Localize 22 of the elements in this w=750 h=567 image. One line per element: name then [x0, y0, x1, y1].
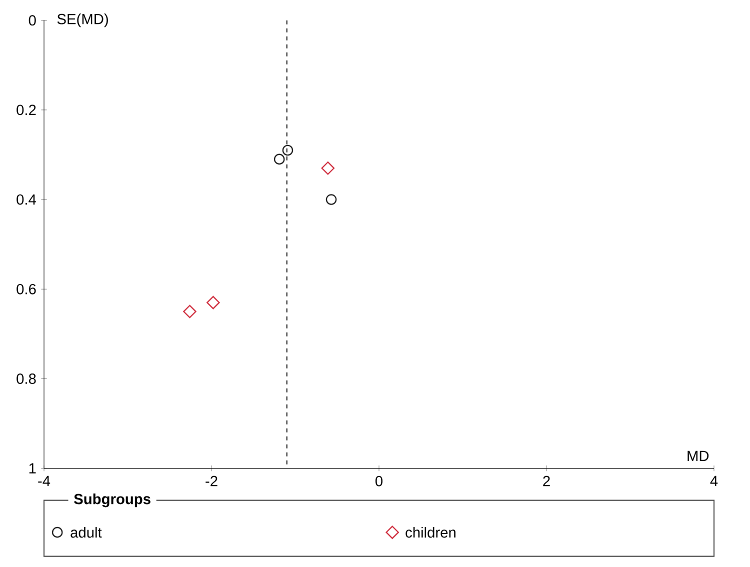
legend-title: Subgroups	[74, 493, 150, 508]
point	[183, 304, 196, 318]
y-tick-label: 0.8	[16, 374, 36, 384]
x-tick-label: 4	[710, 476, 718, 486]
y-axis-title: SE(MD)	[57, 14, 108, 28]
point	[321, 162, 335, 175]
x-tick-label: -4	[38, 476, 50, 486]
y-tick-label: 1	[29, 463, 36, 474]
point	[206, 296, 220, 310]
legend-label: adult	[70, 526, 102, 538]
y-tick-label: 0.2	[16, 104, 36, 116]
x-tick-label: 0	[375, 476, 382, 486]
y-tick-label: 0.6	[16, 284, 36, 294]
x-tick-label: -2	[206, 476, 218, 486]
y-tick-label: 0.4	[16, 194, 36, 205]
x-tick-label: 2	[543, 476, 550, 486]
point	[282, 144, 294, 156]
x-axis-title: MD	[688, 450, 709, 461]
point	[326, 194, 337, 205]
point	[274, 154, 285, 165]
legend-label: children	[406, 526, 456, 538]
y-tick-label: 0	[28, 15, 36, 26]
